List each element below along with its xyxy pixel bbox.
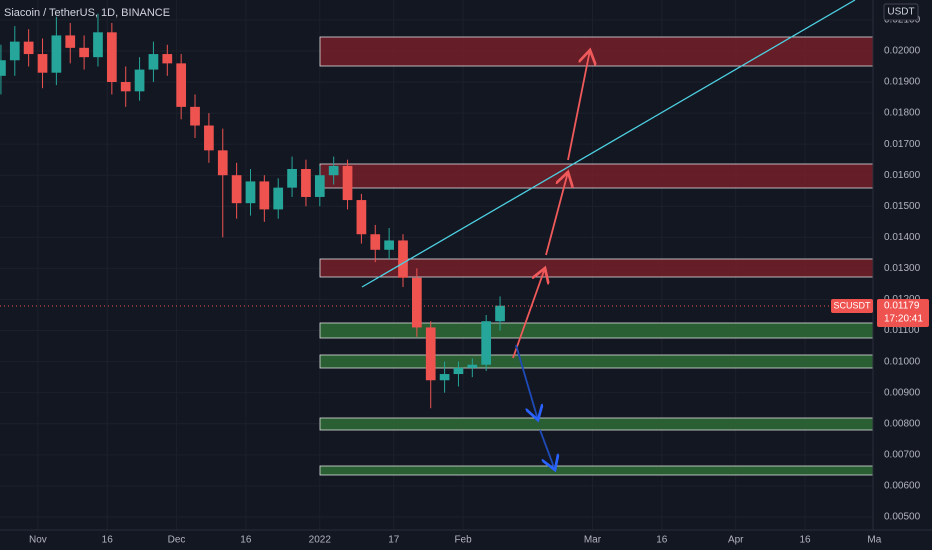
trendline bbox=[361, 0, 856, 288]
candle-body bbox=[65, 35, 76, 48]
candle-body bbox=[231, 175, 242, 204]
y-tick-label: 0.01700 bbox=[884, 139, 921, 150]
x-tick-label: 2022 bbox=[309, 535, 332, 546]
down-arrow bbox=[539, 429, 555, 470]
candle-body bbox=[398, 240, 408, 278]
y-tick-label: 0.01000 bbox=[884, 356, 921, 367]
x-tick-label: Feb bbox=[454, 535, 472, 546]
last-price: SCUSDT 0.01179 17:20:41 bbox=[0, 299, 929, 328]
candle-body bbox=[23, 41, 34, 55]
resistance-zone bbox=[319, 163, 874, 189]
x-tick-label: Apr bbox=[728, 535, 744, 546]
down-arrow bbox=[515, 344, 538, 420]
candle-body bbox=[301, 169, 311, 197]
candle-body bbox=[190, 106, 200, 126]
support-zone bbox=[319, 417, 874, 431]
support-zone bbox=[319, 322, 874, 339]
unit-label: USDT bbox=[887, 7, 914, 18]
x-tick-label: Ma bbox=[867, 535, 881, 546]
candle-body bbox=[273, 187, 284, 210]
up-arrow bbox=[512, 268, 545, 359]
candle-body bbox=[162, 54, 173, 64]
candle-body bbox=[439, 374, 450, 381]
candle-body bbox=[259, 181, 270, 210]
candle-body bbox=[204, 125, 214, 151]
up-arrow bbox=[545, 172, 568, 256]
price-axis bbox=[873, 0, 932, 550]
resistance-zone bbox=[319, 36, 874, 67]
candle-body bbox=[342, 165, 353, 201]
x-tick-label: 16 bbox=[800, 535, 812, 546]
arrows bbox=[512, 50, 590, 470]
candle-body bbox=[356, 200, 367, 235]
x-tick-label: 17 bbox=[388, 535, 400, 546]
price-box bbox=[877, 299, 929, 328]
support-zone bbox=[319, 465, 874, 476]
candle-body bbox=[148, 54, 159, 70]
candle-body bbox=[245, 181, 256, 204]
support-zone bbox=[319, 354, 874, 369]
candle-body bbox=[370, 234, 381, 250]
x-tick-label: Dec bbox=[168, 535, 186, 546]
up-arrow bbox=[567, 50, 590, 161]
candle-body bbox=[287, 169, 297, 188]
candle-body bbox=[384, 240, 394, 250]
candles bbox=[0, 13, 505, 409]
unit-box bbox=[883, 3, 919, 21]
candle-body bbox=[37, 54, 48, 73]
candle-body bbox=[9, 41, 20, 61]
candle-body bbox=[134, 69, 145, 92]
x-tick-label: 16 bbox=[240, 535, 252, 546]
y-tick-label: 0.01900 bbox=[884, 77, 921, 88]
y-tick-label: 0.01800 bbox=[884, 108, 921, 119]
y-tick-label: 0.01500 bbox=[884, 201, 921, 212]
x-tick-label: 16 bbox=[102, 535, 114, 546]
x-tick-label: Nov bbox=[29, 535, 47, 546]
candle-body bbox=[453, 367, 464, 375]
candle-body bbox=[106, 32, 117, 83]
symbol-box bbox=[831, 299, 873, 314]
y-tick-label: 0.01300 bbox=[884, 263, 921, 274]
x-tick-label: 16 bbox=[656, 535, 668, 546]
candle-body bbox=[328, 165, 339, 176]
candle-body bbox=[495, 305, 505, 322]
candle-body bbox=[0, 60, 6, 76]
y-tick-label: 0.02000 bbox=[884, 46, 921, 57]
candle-body bbox=[217, 150, 228, 176]
y-tick-label: 0.00500 bbox=[884, 512, 921, 523]
candle-body bbox=[93, 32, 103, 58]
y-tick-label: 0.01600 bbox=[884, 170, 921, 181]
candle-body bbox=[467, 364, 478, 368]
candle-body bbox=[481, 321, 492, 365]
y-tick-label: 0.01100 bbox=[884, 325, 920, 336]
candle-body bbox=[51, 35, 62, 73]
candle-body bbox=[425, 327, 436, 381]
y-tick-label: 0.01400 bbox=[884, 232, 921, 243]
y-tick-label: 0.00700 bbox=[884, 449, 921, 460]
candle-body bbox=[120, 82, 131, 92]
candle-body bbox=[314, 175, 325, 197]
countdown-label: 17:20:41 bbox=[884, 314, 923, 325]
chart-title: Siacoin / TetherUS, 1D, BINANCE bbox=[4, 7, 170, 19]
y-tick-label: 0.00800 bbox=[884, 418, 921, 429]
symbol-label: SCUSDT bbox=[833, 300, 871, 310]
y-tick-label: 0.00900 bbox=[884, 387, 921, 398]
candle-body bbox=[176, 63, 187, 107]
y-tick-label: 0.00600 bbox=[884, 481, 921, 492]
last-price-label: 0.01179 bbox=[884, 301, 920, 312]
x-tick-label: Mar bbox=[584, 535, 602, 546]
candle-body bbox=[412, 277, 422, 328]
candle-body bbox=[79, 47, 89, 58]
